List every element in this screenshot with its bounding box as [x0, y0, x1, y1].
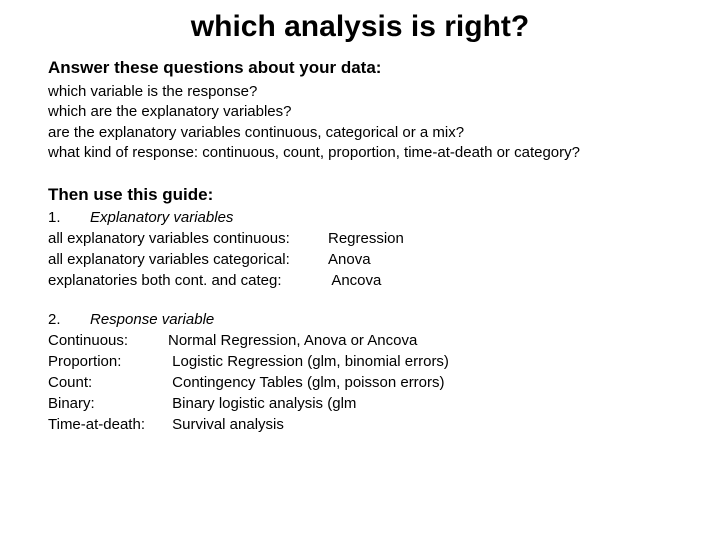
questions-list: which variable is the response? which ar… — [48, 82, 672, 163]
s2-r4-left: Binary: — [48, 393, 168, 414]
section1-head: 1.Explanatory variables — [48, 209, 672, 226]
s1-r2-right: Anova — [328, 251, 371, 268]
s2-row2: Proportion: Logistic Regression (glm, bi… — [48, 351, 672, 372]
s2-r2-right: Logistic Regression (glm, binomial error… — [168, 353, 449, 370]
s1-row2: all explanatory variables categorical:An… — [48, 249, 672, 270]
s2-r3-right: Contingency Tables (glm, poisson errors) — [168, 374, 445, 391]
s1-r3-right: Ancova — [328, 272, 381, 289]
s2-r5-right: Survival analysis — [168, 416, 284, 433]
s2-row1: Continuous:Normal Regression, Anova or A… — [48, 330, 672, 351]
slide-title: which analysis is right? — [48, 10, 672, 44]
s1-r2-left: all explanatory variables categorical: — [48, 249, 328, 270]
section-explanatory: 1.Explanatory variables all explanatory … — [48, 209, 672, 291]
s1-row1: all explanatory variables continuous:Reg… — [48, 228, 672, 249]
s2-row5: Time-at-death: Survival analysis — [48, 414, 672, 435]
question-1: which variable is the response? — [48, 82, 672, 102]
question-2: which are the explanatory variables? — [48, 102, 672, 122]
question-4: what kind of response: continuous, count… — [48, 143, 672, 163]
question-3: are the explanatory variables continuous… — [48, 123, 672, 143]
section1-label: Explanatory variables — [90, 209, 233, 226]
answer-heading: Answer these questions about your data: — [48, 58, 672, 78]
s2-r1-right: Normal Regression, Anova or Ancova — [168, 332, 417, 349]
s2-r1-left: Continuous: — [48, 330, 168, 351]
s2-r2-left: Proportion: — [48, 351, 168, 372]
s2-r4-right: Binary logistic analysis (glm — [168, 395, 356, 412]
s1-r3-left: explanatories both cont. and categ: — [48, 270, 328, 291]
guide-heading: Then use this guide: — [48, 185, 672, 205]
section-response: 2.Response variable Continuous:Normal Re… — [48, 311, 672, 435]
s1-r1-left: all explanatory variables continuous: — [48, 228, 328, 249]
s2-row4: Binary: Binary logistic analysis (glm — [48, 393, 672, 414]
section2-head: 2.Response variable — [48, 311, 672, 328]
section2-label: Response variable — [90, 311, 214, 328]
s1-row3: explanatories both cont. and categ: Anco… — [48, 270, 672, 291]
s1-r1-right: Regression — [328, 230, 404, 247]
s2-row3: Count: Contingency Tables (glm, poisson … — [48, 372, 672, 393]
s2-r5-left: Time-at-death: — [48, 414, 168, 435]
section2-num: 2. — [48, 311, 90, 328]
section1-num: 1. — [48, 209, 90, 226]
s2-r3-left: Count: — [48, 372, 168, 393]
slide-container: which analysis is right? Answer these qu… — [0, 0, 720, 475]
